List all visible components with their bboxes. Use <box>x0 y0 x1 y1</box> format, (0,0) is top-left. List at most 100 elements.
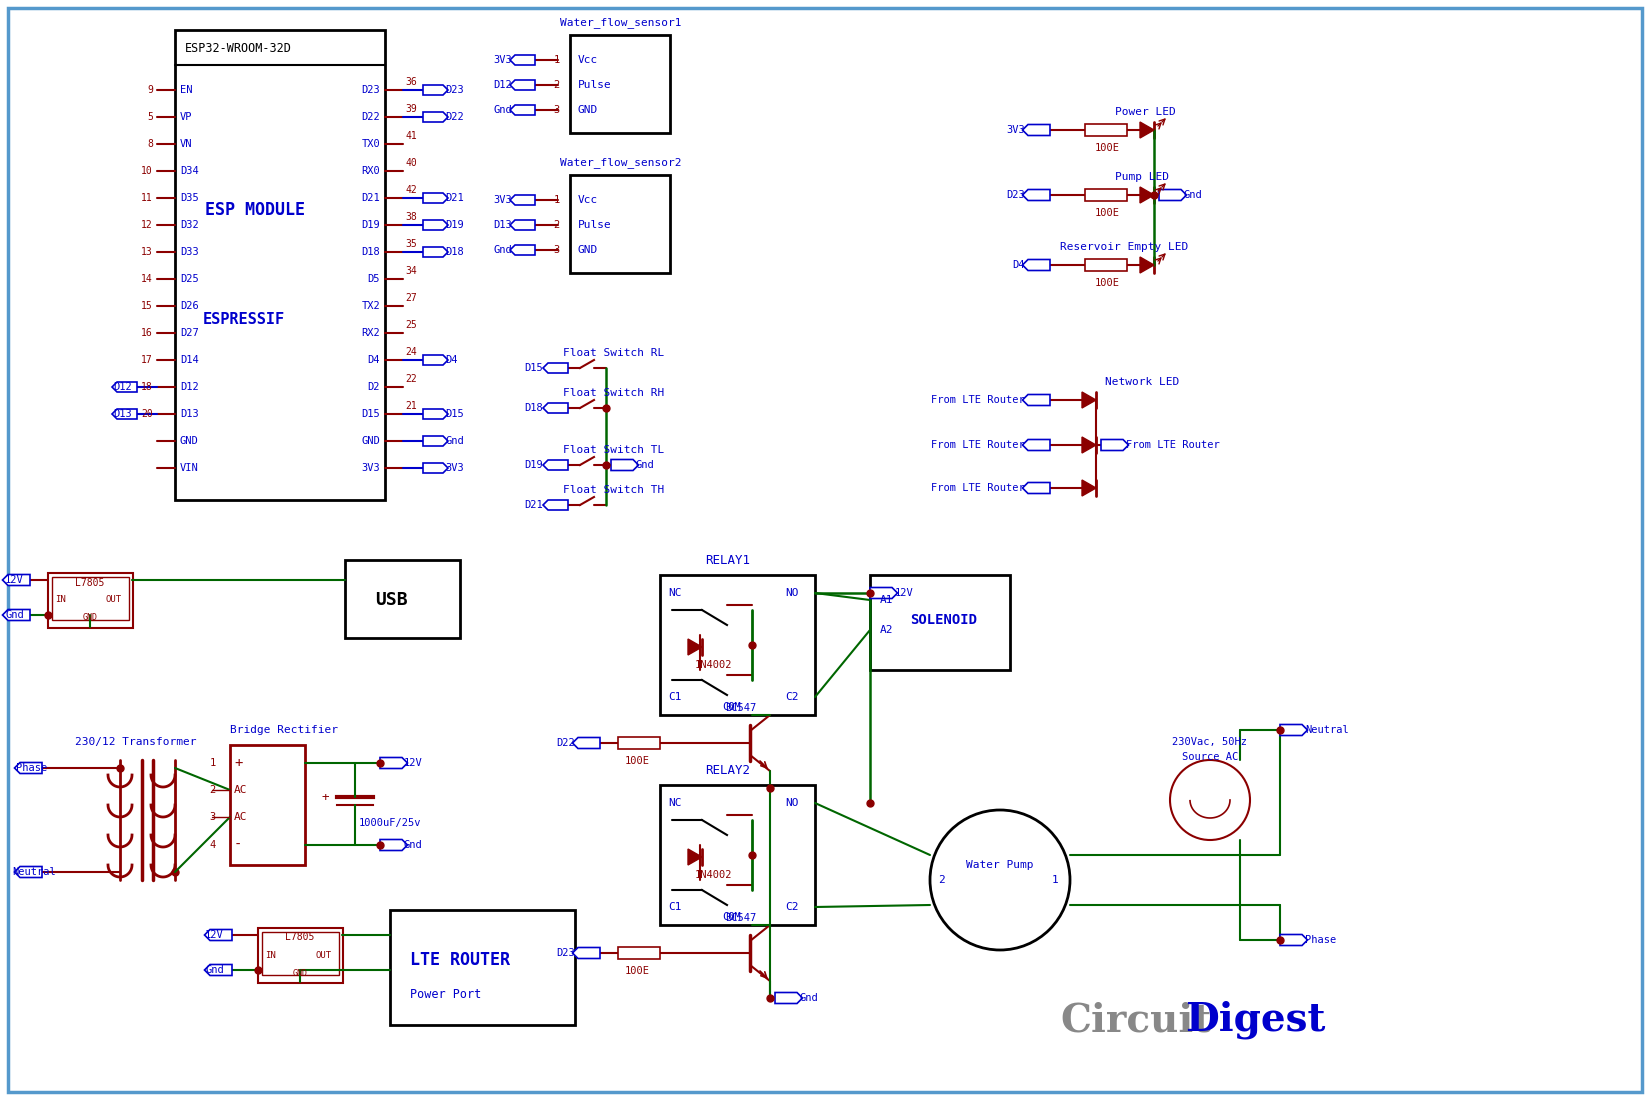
Text: 20: 20 <box>142 409 153 419</box>
Polygon shape <box>1082 480 1096 496</box>
Text: AC: AC <box>234 812 248 822</box>
Polygon shape <box>688 639 701 654</box>
Text: 35: 35 <box>404 239 417 249</box>
Text: COM: COM <box>723 702 741 712</box>
Text: 13: 13 <box>142 248 153 257</box>
Text: COM: COM <box>723 912 741 922</box>
Bar <box>389 910 574 1025</box>
Bar <box>1086 189 1127 201</box>
Text: C1: C1 <box>668 902 681 912</box>
Text: 1: 1 <box>554 55 559 65</box>
Text: Gnd: Gnd <box>800 993 818 1003</box>
Polygon shape <box>1140 187 1153 204</box>
Polygon shape <box>3 574 30 585</box>
Polygon shape <box>422 355 449 365</box>
Text: BC547: BC547 <box>724 913 756 923</box>
Text: D22: D22 <box>361 112 380 122</box>
Text: D4: D4 <box>446 355 457 365</box>
Text: C2: C2 <box>785 692 799 702</box>
Text: Pump LED: Pump LED <box>1115 172 1168 182</box>
Polygon shape <box>510 55 535 65</box>
Polygon shape <box>510 220 535 230</box>
Text: D5: D5 <box>368 274 380 284</box>
Text: 15: 15 <box>142 301 153 311</box>
Text: 2: 2 <box>554 80 559 90</box>
Text: 10: 10 <box>142 166 153 176</box>
Text: 12V: 12V <box>205 930 224 940</box>
Text: 24: 24 <box>404 346 417 358</box>
Bar <box>569 35 670 133</box>
Text: C2: C2 <box>785 902 799 912</box>
Text: 11: 11 <box>142 192 153 204</box>
Text: Float Switch RH: Float Switch RH <box>563 388 665 398</box>
Text: 16: 16 <box>142 328 153 338</box>
Text: NO: NO <box>785 798 799 808</box>
Text: Gnd: Gnd <box>404 840 422 850</box>
Text: D15: D15 <box>446 409 464 419</box>
Text: RX0: RX0 <box>361 166 380 176</box>
Text: 3V3: 3V3 <box>446 463 464 473</box>
Text: 1000uF/25v: 1000uF/25v <box>360 818 421 828</box>
Text: D34: D34 <box>180 166 198 176</box>
Text: VN: VN <box>180 139 193 148</box>
Text: D23: D23 <box>556 948 574 958</box>
Bar <box>48 572 132 627</box>
Text: D12: D12 <box>493 80 512 90</box>
Text: Pulse: Pulse <box>578 80 612 90</box>
Bar <box>660 785 815 925</box>
Polygon shape <box>1140 257 1153 273</box>
Text: 5: 5 <box>147 112 153 122</box>
Text: L7805: L7805 <box>76 578 104 587</box>
Text: D19: D19 <box>525 460 543 470</box>
Text: D23: D23 <box>446 85 464 95</box>
Text: D22: D22 <box>556 738 574 748</box>
Text: From LTE Router: From LTE Router <box>931 395 1025 405</box>
Polygon shape <box>1280 935 1307 946</box>
Text: Gnd: Gnd <box>1185 190 1203 200</box>
Text: GND: GND <box>292 968 307 978</box>
Text: +: + <box>234 756 243 770</box>
Text: USB: USB <box>375 591 408 609</box>
Text: 22: 22 <box>404 374 417 384</box>
Polygon shape <box>380 839 408 850</box>
Bar <box>870 575 1010 670</box>
Text: D21: D21 <box>361 192 380 204</box>
Text: GND: GND <box>361 436 380 446</box>
Text: ESP MODULE: ESP MODULE <box>205 201 305 219</box>
Text: 27: 27 <box>404 293 417 303</box>
Polygon shape <box>422 409 449 419</box>
Text: D18: D18 <box>361 248 380 257</box>
Text: A1: A1 <box>879 595 894 605</box>
Polygon shape <box>380 758 408 769</box>
Text: AC: AC <box>234 785 248 795</box>
Text: D27: D27 <box>180 328 198 338</box>
Polygon shape <box>1140 122 1153 138</box>
Text: D21: D21 <box>525 500 543 510</box>
Bar <box>257 927 343 982</box>
Text: D32: D32 <box>180 220 198 230</box>
Text: D12: D12 <box>112 382 132 392</box>
Text: OUT: OUT <box>315 950 332 959</box>
Text: RX2: RX2 <box>361 328 380 338</box>
Text: SOLENOID: SOLENOID <box>911 613 977 627</box>
Text: VP: VP <box>180 112 193 122</box>
Text: D12: D12 <box>180 382 198 392</box>
Text: 42: 42 <box>404 185 417 195</box>
Text: GND: GND <box>82 614 97 623</box>
Polygon shape <box>112 382 137 392</box>
Text: 18: 18 <box>142 382 153 392</box>
Polygon shape <box>543 500 568 510</box>
Text: 41: 41 <box>404 131 417 141</box>
Text: D33: D33 <box>180 248 198 257</box>
Text: BC547: BC547 <box>724 703 756 713</box>
Text: D15: D15 <box>525 363 543 373</box>
Polygon shape <box>543 363 568 373</box>
Text: 100E: 100E <box>625 966 650 976</box>
Polygon shape <box>1023 124 1049 135</box>
Text: GND: GND <box>180 436 198 446</box>
Text: Power Port: Power Port <box>409 989 482 1001</box>
Text: 230/12 Transformer: 230/12 Transformer <box>74 737 196 747</box>
Text: 12: 12 <box>142 220 153 230</box>
Text: TX0: TX0 <box>361 139 380 148</box>
Text: NC: NC <box>668 798 681 808</box>
